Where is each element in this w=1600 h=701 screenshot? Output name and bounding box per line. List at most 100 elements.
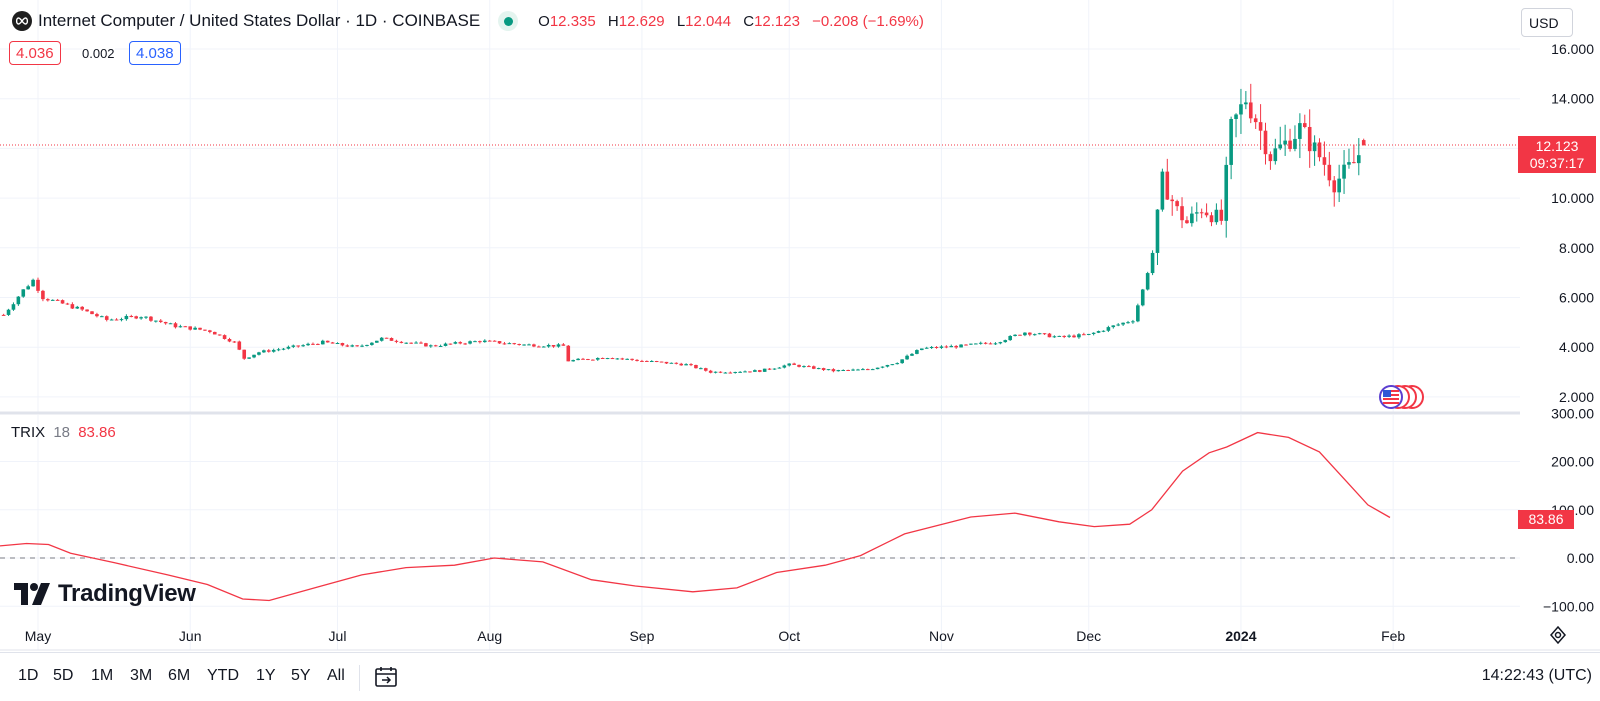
candle — [826, 369, 831, 371]
currency-select[interactable]: USD — [1521, 8, 1573, 37]
candle — [988, 342, 993, 345]
candle — [1361, 138, 1366, 146]
candle — [217, 334, 222, 336]
candle — [104, 315, 109, 322]
buy-price-button[interactable]: 4.038 — [129, 41, 181, 65]
candle — [1307, 109, 1312, 168]
timeframe-1d[interactable]: 1D — [18, 667, 39, 684]
candle — [21, 289, 26, 298]
time-tick-label: Sep — [629, 628, 654, 644]
candle — [16, 296, 21, 306]
candle — [1283, 124, 1287, 156]
timeframe-6m[interactable]: 6M — [168, 667, 191, 684]
candle — [1136, 303, 1140, 323]
candle — [924, 346, 929, 349]
toolbar-divider — [359, 665, 360, 691]
price-tick-label: 16.000 — [1551, 41, 1594, 57]
trix-tick-label: 200.00 — [1551, 454, 1594, 470]
brand-name: TradingView — [58, 580, 196, 607]
candle — [856, 368, 860, 371]
candle — [1106, 325, 1111, 333]
candle — [55, 298, 60, 301]
timeframe-3m[interactable]: 3M — [130, 667, 153, 684]
candle — [1356, 138, 1361, 176]
candle — [237, 340, 242, 351]
candle — [964, 344, 968, 346]
candle — [890, 364, 895, 366]
candle — [684, 363, 688, 366]
candle — [787, 363, 792, 367]
candle — [1229, 116, 1233, 180]
candle — [266, 349, 271, 353]
candle — [1268, 151, 1273, 170]
timeframe-1m[interactable]: 1M — [91, 667, 114, 684]
candle — [895, 362, 900, 365]
us-events-icon[interactable] — [1378, 384, 1424, 410]
candle — [438, 344, 443, 348]
candle — [571, 359, 575, 362]
candle — [173, 322, 178, 329]
timeframe-5d[interactable]: 5D — [53, 667, 74, 684]
go-to-date-icon[interactable] — [374, 665, 398, 689]
candle — [1219, 199, 1224, 225]
candle — [1258, 104, 1263, 150]
candle — [723, 372, 728, 374]
candle — [419, 341, 423, 344]
settings-icon[interactable] — [1550, 625, 1566, 645]
low-value: 12.044 — [685, 12, 732, 30]
timeframe-5y[interactable]: 5Y — [291, 667, 311, 684]
candle — [325, 340, 330, 343]
tradingview-logo-icon — [14, 583, 50, 605]
candle — [36, 277, 40, 294]
candle — [360, 344, 364, 348]
candle — [1239, 88, 1243, 134]
sell-price-button[interactable]: 4.036 — [9, 41, 61, 65]
candle — [497, 340, 502, 344]
timeframe-all[interactable]: All — [327, 667, 345, 684]
last-price-value: 12.123 — [1535, 138, 1579, 154]
candle — [370, 342, 374, 346]
candle — [340, 342, 345, 347]
candle — [6, 308, 11, 316]
candle — [1185, 216, 1189, 224]
candle — [1278, 126, 1283, 151]
candle — [507, 342, 512, 345]
candle — [80, 306, 84, 312]
candle — [281, 347, 286, 351]
candle — [782, 364, 787, 369]
change-value: −0.208 (−1.69%) — [812, 12, 924, 30]
candle — [178, 324, 183, 328]
candle — [576, 358, 580, 361]
timeframe-1y[interactable]: 1Y — [256, 667, 276, 684]
symbol-title[interactable]: Internet Computer / United States Dollar… — [38, 11, 481, 30]
candle — [561, 343, 566, 346]
candle — [502, 341, 507, 345]
candle — [1194, 202, 1199, 222]
candle — [998, 341, 1003, 345]
candle — [816, 367, 821, 370]
price-tick-label: 8.000 — [1559, 240, 1594, 256]
candle — [1248, 83, 1253, 124]
symbol-header[interactable]: Internet Computer / United States Dollar… — [12, 10, 924, 32]
candle — [409, 342, 413, 344]
market-status-icon[interactable] — [498, 11, 519, 31]
candle — [286, 345, 291, 350]
price-tick-label: 10.000 — [1551, 190, 1594, 206]
price-tick-label: 2.000 — [1559, 389, 1594, 405]
candle — [379, 337, 384, 342]
tradingview-logo[interactable]: TradingView — [14, 580, 196, 608]
time-tick-label: Oct — [778, 628, 800, 644]
candle — [664, 361, 669, 365]
utc-clock[interactable]: 14:22:43 (UTC) — [1481, 667, 1592, 684]
candle — [463, 342, 467, 345]
candle — [208, 329, 212, 334]
candle — [974, 343, 978, 345]
candle — [640, 359, 644, 362]
candle — [831, 368, 836, 373]
trix-legend[interactable]: TRIX 18 83.86 — [11, 424, 116, 441]
time-tick-label: Aug — [477, 628, 502, 644]
timeframe-ytd[interactable]: YTD — [207, 667, 239, 684]
candle — [203, 329, 207, 331]
candle — [1072, 334, 1076, 338]
